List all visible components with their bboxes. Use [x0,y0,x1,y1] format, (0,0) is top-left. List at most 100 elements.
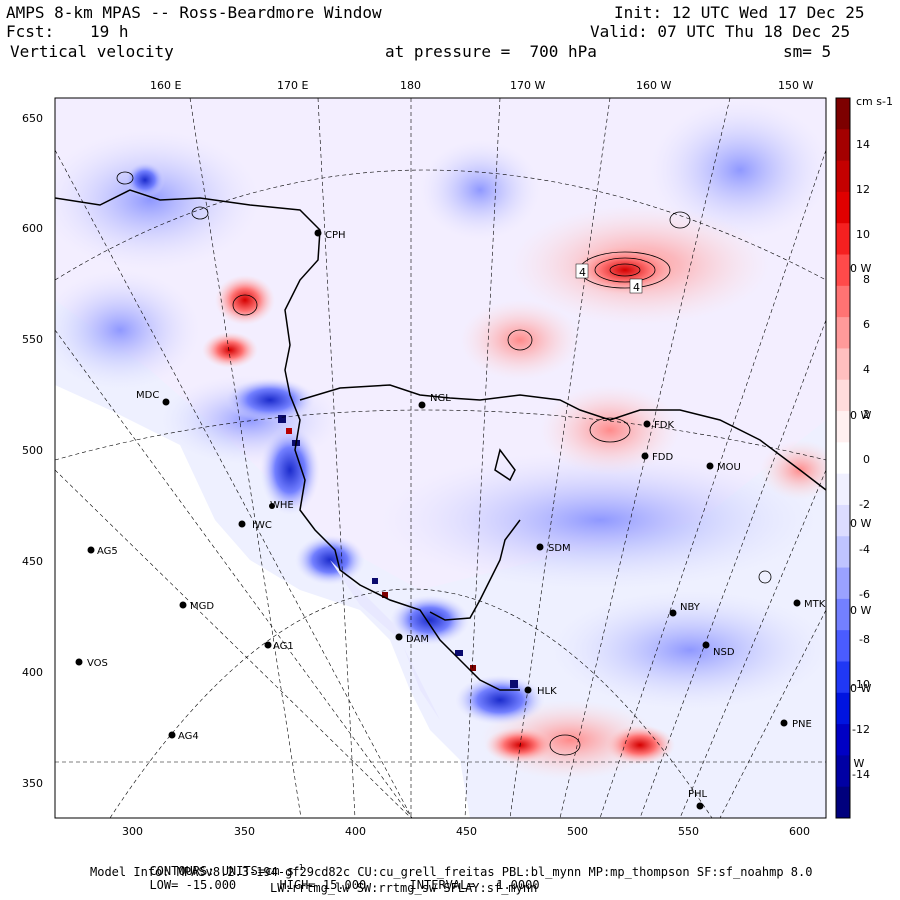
left-axis: 650 600 550 500 450 400 350 [22,112,43,790]
station-label: PHL [688,789,708,800]
colorbar-swatch [836,567,850,600]
station-whe: WHE [269,500,294,511]
lon-tick-label: 180 [400,79,421,92]
map-title: AMPS 8-km MPAS -- Ross-Beardmore Window [6,3,382,22]
station-vos: VOS [75,658,108,669]
y-tick-label: 350 [22,777,43,790]
colorbar-swatch [836,160,850,193]
station-nsd: NSD [702,641,735,658]
colorbar-swatch [836,598,850,631]
contour-units: CONTOURS: UNITS=cm s [149,864,294,878]
footer-model-info-2: LW:rrtmg_lw SW:rrtmg_sw SFLAY:sf_mynn [270,881,538,895]
colorbar-swatch [836,661,850,694]
station-label: NBY [680,602,701,613]
footer-contours: CONTOURS: UNITS=cm s-1 LOW= -15.000 HIGH… [135,849,540,892]
colorbar-label: 14 [856,138,870,151]
contour-range: LOW= -15.000 HIGH= 15.000 INTERVAL= 1.00… [149,878,540,892]
colorbar-swatch [836,223,850,256]
y-tick-label: 550 [22,333,43,346]
colorbar-swatch [836,724,850,756]
x-tick-label: 450 [456,825,477,838]
station-dam: DAM [395,633,429,645]
colorbar-label: -12 [852,723,870,736]
station-label: AG1 [273,641,294,652]
colorbar-swatch [836,786,850,819]
colorbar-swatch [836,98,850,130]
vertical-velocity-field [55,98,826,818]
valid-time: Valid: 07 UTC Thu 18 Dec 25 [590,22,851,41]
colorbar-swatch [836,442,850,475]
y-tick-label: 500 [22,444,43,457]
y-tick-label: 650 [22,112,43,125]
y-tick-label: 450 [22,555,43,568]
plot-frame [54,97,827,819]
colorbar-label: 6 [863,318,870,331]
x-tick-label: 600 [789,825,810,838]
colorbar-swatch [836,692,850,725]
station-label: VOS [87,658,108,669]
colorbar-swatch [836,348,850,381]
bottom-axis: 300 350 400 450 500 550 600 [122,825,810,838]
station-ngl: NGL [418,393,451,409]
colorbar-label: 2 [863,408,870,421]
station-fdd: FDD [641,452,673,463]
station-label: DAM [406,634,429,645]
station-label: MOU [717,462,741,473]
colorbar-label: -4 [859,543,870,556]
colorbar-label: -8 [859,633,870,646]
x-tick-label: 500 [567,825,588,838]
x-tick-label: 350 [234,825,255,838]
station-label: IWC [252,520,272,531]
x-tick-label: 550 [678,825,699,838]
colorbar-swatch [836,285,850,318]
station-ag1: AG1 [264,641,294,652]
colorbar-swatch [836,504,850,537]
units-superscript: -1 [293,863,304,872]
station-ag5: AG5 [87,546,118,557]
station-cph: CPH [314,229,346,241]
station-label: PNE [792,719,812,730]
station-label: NSD [713,647,735,658]
station-label: MTK [804,599,826,610]
colorbar-label: -10 [852,678,870,691]
lon-tick-label: 170 E [277,79,308,92]
station-label: HLK [537,686,557,697]
station-label: NGL [430,393,451,404]
station-mtk: MTK [793,599,826,610]
station-label: MGD [190,601,214,612]
colorbar-swatch [836,630,850,662]
lon-tick-label: 150 W [778,79,813,92]
pressure-level: at pressure = 700 hPa [385,42,597,61]
colorbar-swatch [836,411,850,443]
colorbar-swatch [836,379,850,412]
station-fdk: FDK [643,420,674,431]
lon-tick-label: 160 E [150,79,181,92]
colorbar-label: -2 [859,498,870,511]
colorbar-swatch [836,536,850,569]
station-iwc: IWC [238,520,272,531]
lon-tick-label: 160 W [636,79,671,92]
y-tick-label: 400 [22,666,43,679]
colorbar-label: -6 [859,588,870,601]
init-time: Init: 12 UTC Wed 17 Dec 25 [614,3,865,22]
station-nby: NBY [669,602,701,617]
contour-label: 4 [579,266,586,279]
station-label: SDM [548,543,571,554]
station-label: FDK [654,420,674,431]
station-sdm: SDM [536,543,571,554]
colorbar-units: cm s-1 [856,95,893,108]
station-mgd: MGD [179,601,214,612]
colorbar-frame [835,97,851,819]
station-hlk: HLK [524,686,557,697]
y-tick-label: 600 [22,222,43,235]
x-tick-label: 300 [122,825,143,838]
top-longitude-axis: 160 E 170 E 180 170 W 160 W 150 W [150,79,813,92]
colorbar: 14 12 10 8 6 4 2 0 -2 -4 -6 -8 -10 -12 -14 [835,97,870,819]
station-ag4: AG4 [168,731,199,742]
colorbar-label: 4 [863,363,870,376]
station-label: MDC [136,390,159,401]
colorbar-swatch [836,473,850,506]
colorbar-label: 10 [856,228,870,241]
station-label: AG4 [178,731,199,742]
